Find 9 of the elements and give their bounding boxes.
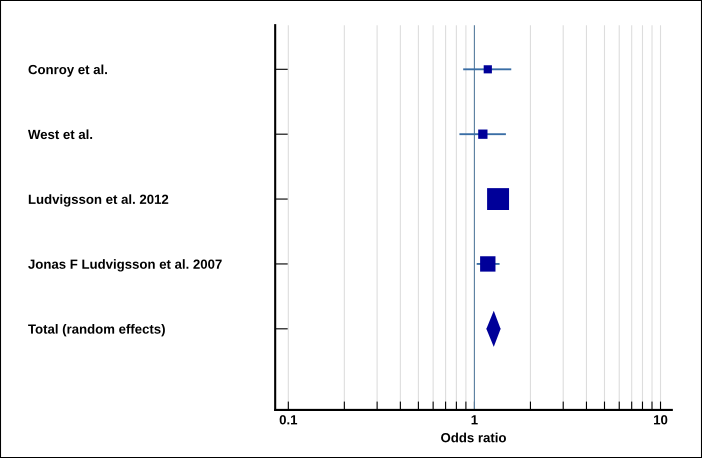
y-tick-label: Jonas F Ludvigsson et al. 2007	[28, 259, 222, 272]
y-tick-label: Conroy et al.	[28, 64, 107, 77]
y-tick-label: Ludvigsson et al. 2012	[28, 194, 168, 207]
y-tick-label: West et al.	[28, 129, 92, 140]
x-tick-label: 1	[472, 415, 478, 424]
y-tick-label: Total (random effects)	[28, 324, 165, 336]
x-axis-title: Odds ratio	[441, 432, 506, 442]
x-tick-label: 0.1	[280, 415, 298, 424]
x-tick-label: 10	[654, 415, 668, 424]
